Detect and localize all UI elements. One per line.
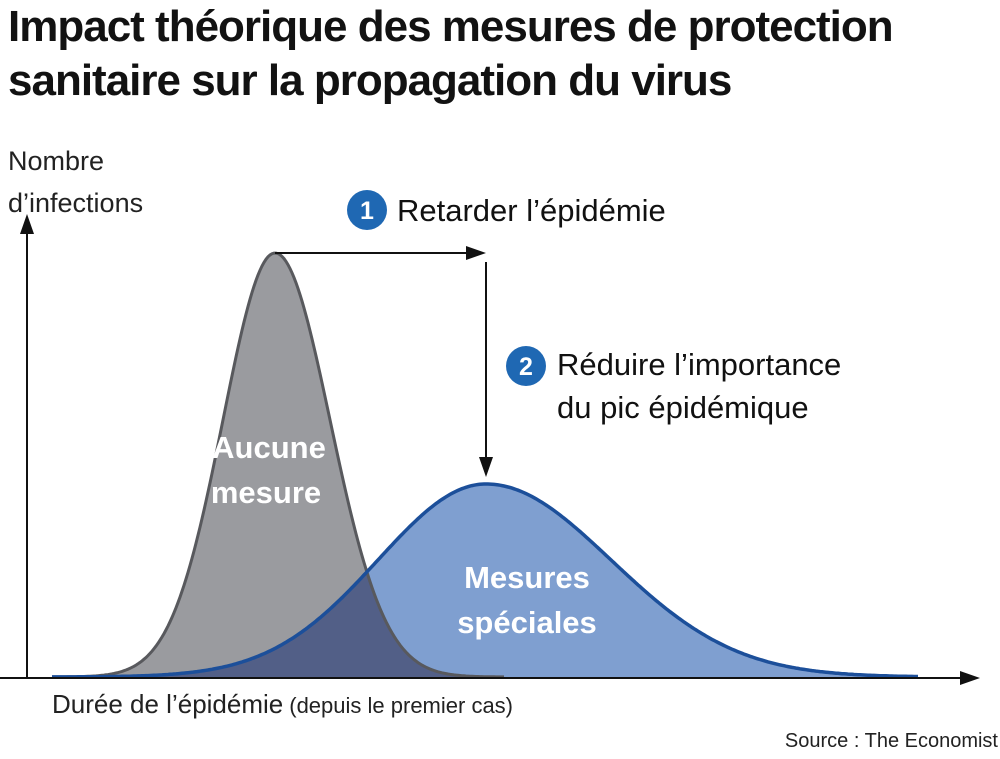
step-1-number: 1 — [360, 197, 374, 225]
source-credit: Source : The Economist — [784, 730, 998, 752]
step-2-number: 2 — [519, 353, 533, 381]
y-axis-label-line-2: d’infections — [8, 188, 143, 218]
special-measures-curve-line — [52, 482, 918, 679]
special-measures-label-line-1: Mesures — [464, 560, 590, 595]
chart-title: Impact théorique des mesures de protecti… — [8, 0, 998, 108]
reduce-arrow-head — [479, 457, 493, 477]
step-2-badge — [506, 346, 546, 386]
no-measures-label-line-1: Aucune — [212, 430, 326, 465]
step-2-text-line-2: du pic épidémique — [557, 390, 809, 425]
title-line-2: sanitaire sur la propagation du virus — [8, 56, 732, 105]
step-1-badge — [347, 190, 387, 230]
step-2-text-line-1: Réduire l’importance — [557, 347, 841, 382]
x-axis-label-note: (depuis le premier cas) — [289, 693, 513, 718]
special-measures-curve-area — [52, 484, 918, 677]
no-measures-label-line-2: mesure — [211, 475, 321, 510]
y-axis-arrow — [20, 214, 34, 234]
special-measures-label-line-2: spéciales — [457, 605, 597, 640]
title-line-1: Impact théorique des mesures de protecti… — [8, 2, 894, 51]
step-1-text: Retarder l’épidémie — [397, 193, 666, 228]
y-axis-label-line-1: Nombre — [8, 146, 104, 176]
no-measures-curve-area — [52, 253, 504, 677]
x-axis-label-main: Durée de l’épidémie — [52, 689, 283, 719]
x-axis-arrow — [960, 671, 980, 685]
delay-arrow-head — [466, 246, 486, 260]
x-axis-label: Durée de l’épidémie (depuis le premier ca… — [52, 689, 513, 719]
